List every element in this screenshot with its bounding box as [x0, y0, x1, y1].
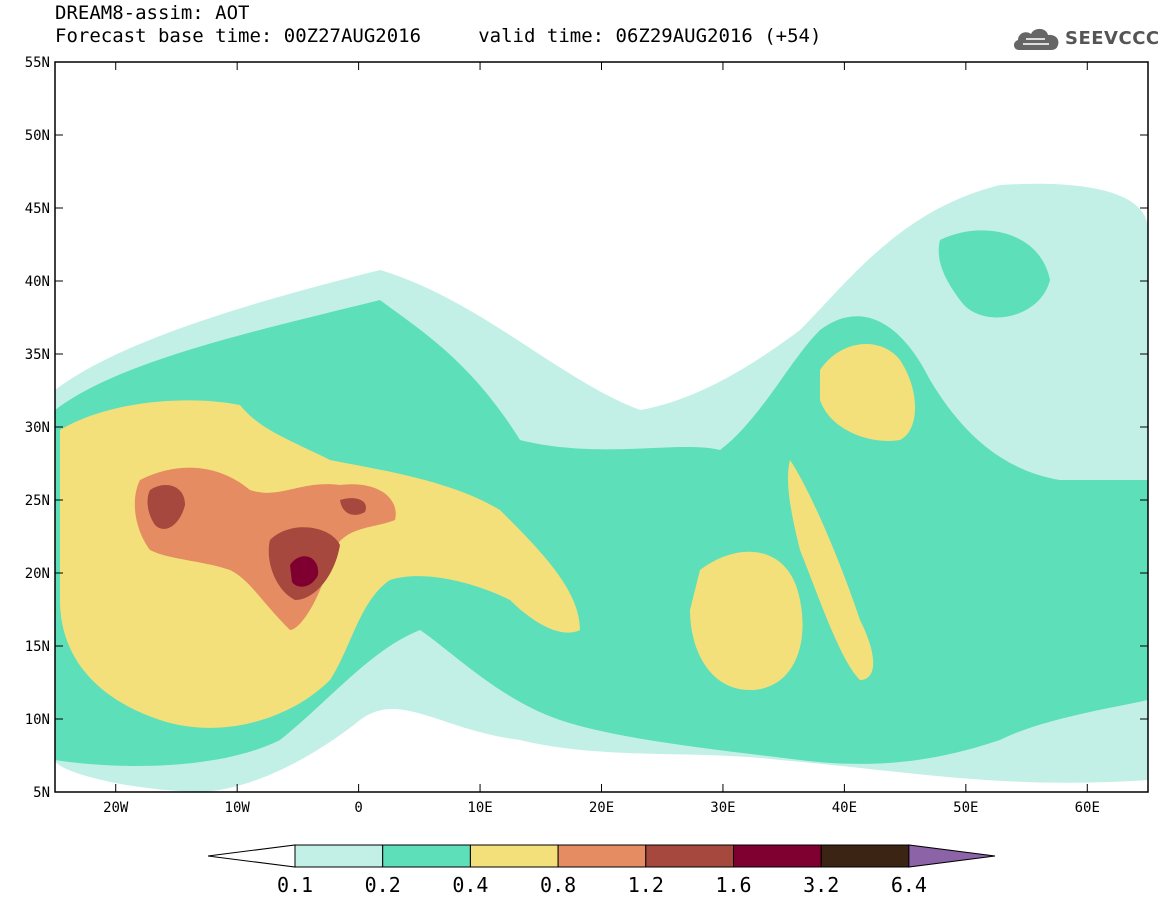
y-tick-label: 35N	[25, 347, 50, 363]
colorbar-segment	[645, 844, 734, 868]
colorbar-level-label: 6.4	[890, 873, 927, 897]
x-tick-label: 20E	[589, 800, 614, 816]
x-tick-label: 30E	[710, 800, 735, 816]
cloud-icon	[1013, 28, 1059, 50]
colorbar-over-arrow	[908, 844, 996, 868]
y-tick-label: 40N	[25, 274, 50, 290]
colorbar-level-label: 0.2	[364, 873, 401, 897]
x-tick-label: 0	[354, 800, 362, 816]
colorbar-segment	[469, 844, 559, 868]
longitude-axis: 20W 10W 0 10E 20E 30E 40E 50E 60E	[103, 62, 1100, 816]
aot-level-0.4-arabia	[820, 343, 915, 441]
y-tick-label: 20N	[25, 566, 50, 582]
aot-level-1.2-west	[147, 485, 185, 529]
x-tick-label: 40E	[832, 800, 857, 816]
colorbar-level-label: 0.4	[452, 873, 489, 897]
y-tick-label: 5N	[33, 785, 50, 801]
aot-level-0.2-caspian	[938, 230, 1050, 318]
colorbar-level-label: 1.6	[715, 873, 752, 897]
colorbar-segment	[820, 844, 910, 868]
aot-level-1.6	[290, 556, 319, 587]
colorbar-level-label: 0.8	[540, 873, 577, 897]
y-tick-label: 25N	[25, 493, 50, 509]
aot-level-0.4-redsea	[788, 460, 874, 680]
x-tick-label: 10W	[225, 800, 251, 816]
x-tick-label: 60E	[1075, 800, 1100, 816]
y-tick-label: 30N	[25, 420, 50, 436]
dust-aot-field	[55, 62, 1148, 792]
aot-level-0.4-central	[690, 551, 803, 690]
colorbar-level-label: 1.2	[627, 873, 664, 897]
y-tick-label: 50N	[25, 128, 50, 144]
colorbar-segment	[382, 844, 471, 868]
colorbar-segment	[294, 844, 384, 868]
forecast-time-subtitle: Forecast base time: 00Z27AUG2016 valid t…	[55, 25, 822, 47]
aot-colorbar	[207, 844, 996, 868]
logo-text: SEEVCCC	[1065, 28, 1160, 49]
aot-level-1.2-niger	[340, 498, 366, 515]
y-tick-label: 15N	[25, 639, 50, 655]
map-title: DREAM8-assim: AOT	[55, 2, 250, 24]
x-tick-label: 10E	[467, 800, 492, 816]
y-tick-label: 45N	[25, 201, 50, 217]
colorbar-under-arrow	[207, 844, 296, 868]
x-tick-label: 20W	[103, 800, 129, 816]
x-tick-label: 50E	[953, 800, 978, 816]
colorbar-level-label: 0.1	[276, 873, 314, 897]
y-tick-label: 10N	[25, 712, 50, 728]
seevccc-logo: SEEVCCC	[1011, 24, 1159, 54]
y-tick-label: 55N	[25, 55, 50, 71]
colorbar-segment	[733, 844, 822, 868]
latitude-axis: 5N 10N 15N 20N 25N 30N 35N 40N 45N 50N 55N	[25, 55, 1148, 801]
colorbar-segment	[557, 844, 647, 868]
colorbar-level-label: 3.2	[803, 873, 840, 897]
aot-level-0.8	[134, 467, 396, 630]
